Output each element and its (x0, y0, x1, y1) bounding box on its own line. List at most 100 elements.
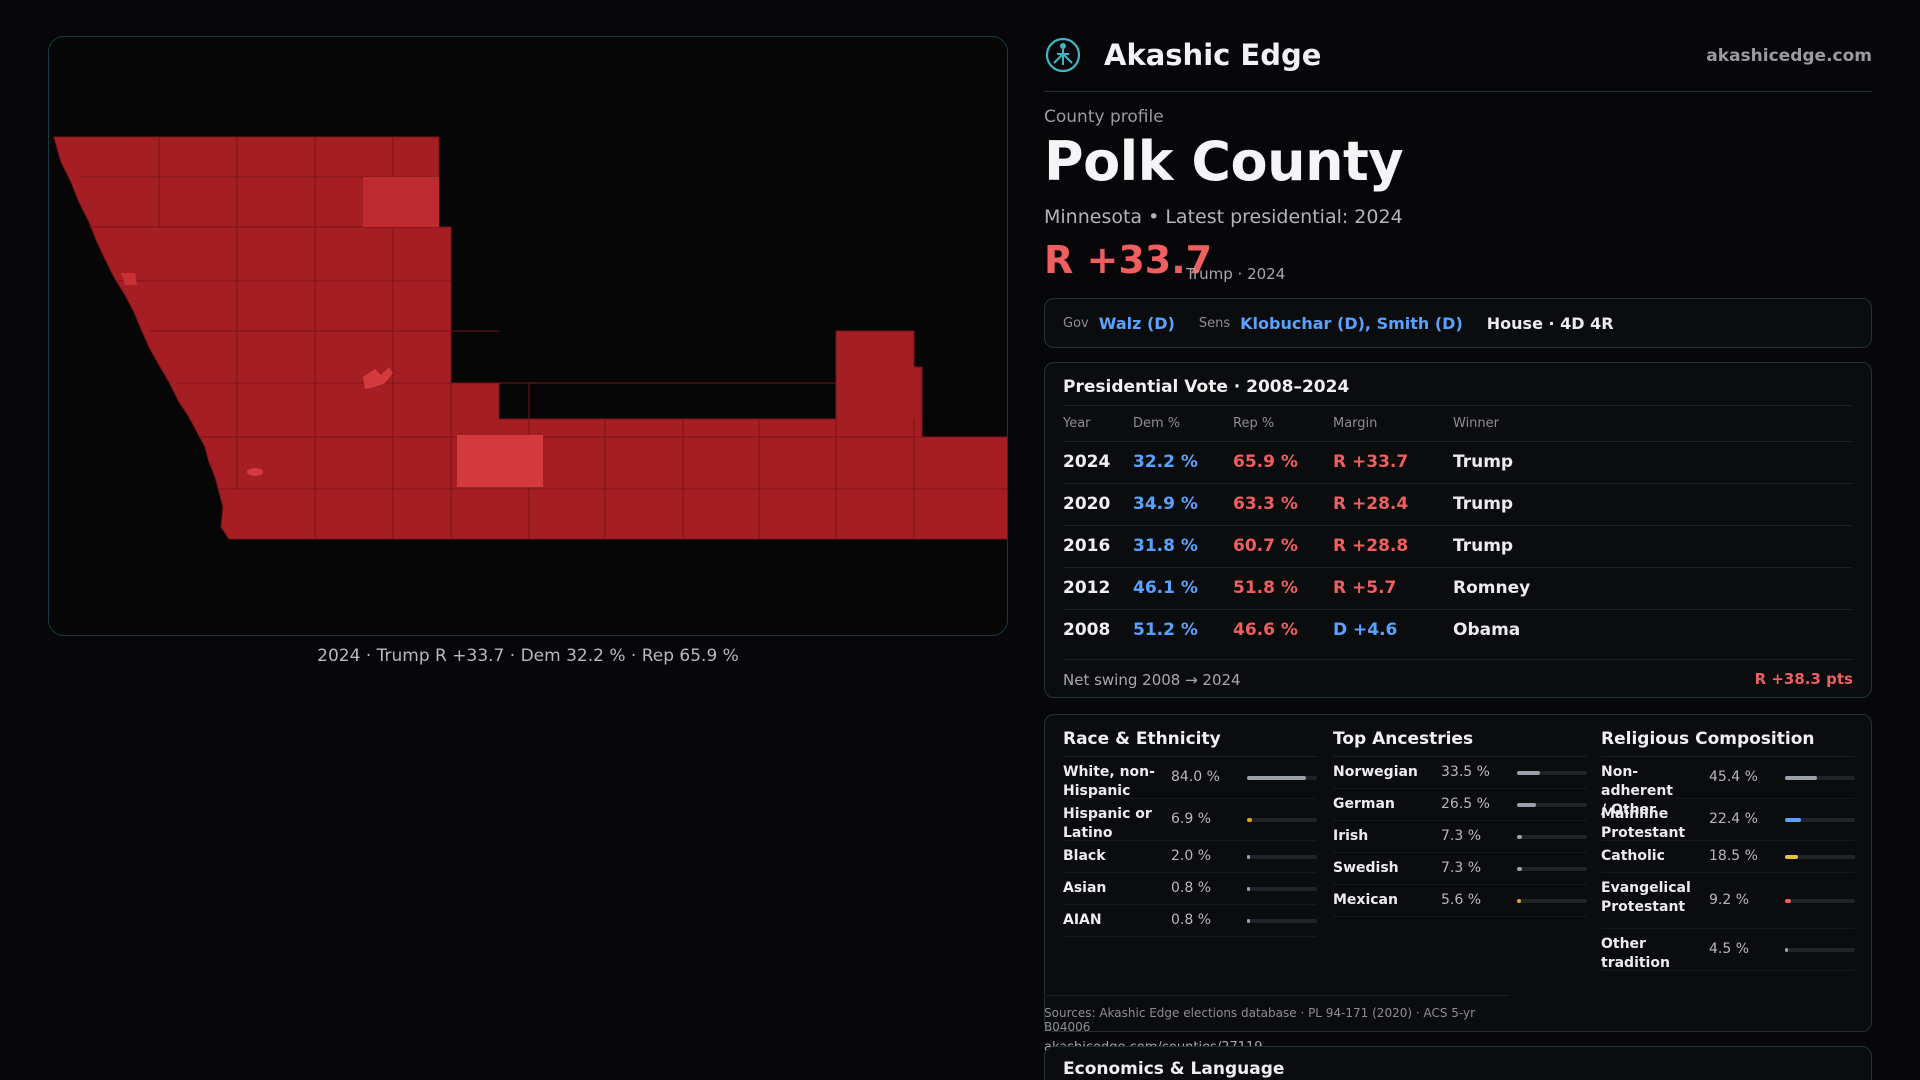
dem-pct-cell: 31.8 % (1133, 536, 1198, 556)
item-percent: 0.8 % (1171, 880, 1212, 896)
column-header: Winner (1453, 416, 1500, 431)
rep-pct-cell: 65.9 % (1233, 452, 1298, 472)
city-shape[interactable] (121, 273, 137, 285)
page-title: Polk County (1044, 130, 1404, 193)
margin-cell: R +28.4 (1333, 494, 1409, 514)
table-header: Year Dem % Rep % Margin Winner (1063, 405, 1853, 441)
rep-pct-cell: 46.6 % (1233, 620, 1298, 640)
county-profile-panel: Akashic Edge akashicedge.com County prof… (1044, 0, 1872, 1080)
dem-pct-cell: 32.2 % (1133, 452, 1198, 472)
percent-bar (1785, 818, 1855, 822)
county-map[interactable] (49, 37, 1008, 636)
item-percent: 7.3 % (1441, 828, 1482, 844)
county-map-panel[interactable] (48, 36, 1008, 636)
rep-pct-cell: 60.7 % (1233, 536, 1298, 556)
highlight-township[interactable] (363, 177, 439, 227)
percent-bar-fill (1517, 771, 1541, 775)
county-shape[interactable] (53, 136, 1008, 540)
table-row[interactable]: 2012 46.1 % 51.8 % R +5.7 Romney (1063, 567, 1853, 609)
percent-bar-fill (1517, 899, 1521, 903)
race-ethnicity-section: Race & Ethnicity White, non-Hispanic 84.0… (1063, 729, 1317, 937)
margin-cell: D +4.6 (1333, 620, 1398, 640)
economics-title: Economics & Language (1063, 1059, 1285, 1079)
percent-bar-fill (1785, 855, 1798, 859)
list-item: AIAN 0.8 % (1063, 905, 1317, 937)
map-caption: 2024 · Trump R +33.7 · Dem 32.2 % · Rep … (317, 646, 739, 666)
item-name: Mexican (1333, 892, 1398, 908)
percent-bar-fill (1517, 803, 1536, 807)
presidential-vote-table: Year Dem % Rep % Margin Winner 2024 32.2 … (1063, 405, 1853, 651)
item-percent: 9.2 % (1709, 892, 1750, 908)
item-percent: 18.5 % (1709, 848, 1758, 864)
percent-bar-fill (1247, 818, 1252, 822)
year-cell: 2008 (1063, 620, 1111, 640)
presidential-vote-card: Presidential Vote · 2008–2024 Year Dem %… (1044, 362, 1872, 698)
list-item: Mainline Protestant 22.4 % (1601, 799, 1855, 841)
winner-cell: Trump (1453, 536, 1514, 556)
site-link[interactable]: akashicedge.com (1706, 46, 1872, 66)
list-item: Asian 0.8 % (1063, 873, 1317, 905)
column-header: Dem % (1133, 416, 1181, 431)
winner-cell: Trump (1453, 452, 1514, 472)
margin-cell: R +5.7 (1333, 578, 1397, 598)
percent-bar (1785, 776, 1855, 780)
akashic-edge-logo-icon[interactable] (1044, 36, 1082, 74)
percent-bar (1517, 899, 1587, 903)
sens-label: Sens (1198, 315, 1231, 331)
dem-pct-cell: 51.2 % (1133, 620, 1198, 640)
item-percent: 0.8 % (1171, 912, 1212, 928)
percent-bar (1247, 818, 1317, 822)
ancestries-section: Top Ancestries Norwegian 33.5 % German 26.5… (1333, 729, 1587, 917)
percent-bar (1785, 855, 1855, 859)
item-name: Black (1063, 848, 1106, 864)
list-item: Norwegian 33.5 % (1333, 757, 1587, 789)
latest-margin: R +33.7 (1044, 238, 1213, 282)
list-item: Irish 7.3 % (1333, 821, 1587, 853)
gov-label: Gov (1063, 315, 1089, 331)
brand-name[interactable]: Akashic Edge (1104, 38, 1322, 72)
percent-bar (1785, 948, 1855, 952)
profile-eyebrow: County profile (1044, 107, 1164, 127)
column-header: Year (1063, 416, 1091, 431)
item-percent: 5.6 % (1441, 892, 1482, 908)
item-percent: 84.0 % (1171, 769, 1220, 785)
item-name: Mainline Protestant (1601, 806, 1686, 841)
table-row[interactable]: 2016 31.8 % 60.7 % R +28.8 Trump (1063, 525, 1853, 567)
rep-pct-cell: 63.3 % (1233, 494, 1298, 514)
percent-bar-fill (1247, 776, 1306, 780)
percent-bar-fill (1785, 899, 1792, 903)
item-name: Non-adherent / Other (1601, 764, 1673, 818)
item-name: German (1333, 796, 1395, 812)
city-shape[interactable] (363, 367, 393, 389)
item-name: Swedish (1333, 860, 1399, 876)
demographics-card: Race & Ethnicity White, non-Hispanic 84.0… (1044, 714, 1872, 1032)
column-header: Margin (1333, 416, 1378, 431)
percent-bar-fill (1517, 867, 1523, 871)
senators-names: Klobuchar (D), Smith (D) (1240, 313, 1463, 333)
sources-text: Sources: Akashic Edge elections database… (1044, 1006, 1476, 1034)
table-row[interactable]: 2024 32.2 % 65.9 % R +33.7 Trump (1063, 441, 1853, 483)
dem-pct-cell: 46.1 % (1133, 578, 1198, 598)
list-item: German 26.5 % (1333, 789, 1587, 821)
item-name: Norwegian (1333, 764, 1418, 780)
percent-bar (1785, 899, 1855, 903)
percent-bar (1247, 855, 1317, 859)
highlight-township[interactable] (457, 435, 543, 487)
item-name: Asian (1063, 880, 1107, 896)
table-row[interactable]: 2008 51.2 % 46.6 % D +4.6 Obama (1063, 609, 1853, 651)
winner-cell: Romney (1453, 578, 1531, 598)
presidential-vote-title: Presidential Vote · 2008–2024 (1063, 377, 1350, 397)
house-delegation: House · 4D 4R (1486, 313, 1614, 333)
percent-bar (1517, 771, 1587, 775)
item-name: White, non-Hispanic (1063, 764, 1155, 799)
item-name: AIAN (1063, 912, 1102, 928)
rep-pct-cell: 51.8 % (1233, 578, 1298, 598)
item-percent: 6.9 % (1171, 811, 1212, 827)
net-swing-value: R +38.3 pts (1754, 670, 1853, 688)
economics-card: Economics & Language (1044, 1046, 1872, 1080)
item-percent: 7.3 % (1441, 860, 1482, 876)
list-item: Other tradition 4.5 % (1601, 929, 1855, 971)
percent-bar-fill (1247, 855, 1250, 859)
table-row[interactable]: 2020 34.9 % 63.3 % R +28.4 Trump (1063, 483, 1853, 525)
percent-bar-fill (1785, 818, 1801, 822)
